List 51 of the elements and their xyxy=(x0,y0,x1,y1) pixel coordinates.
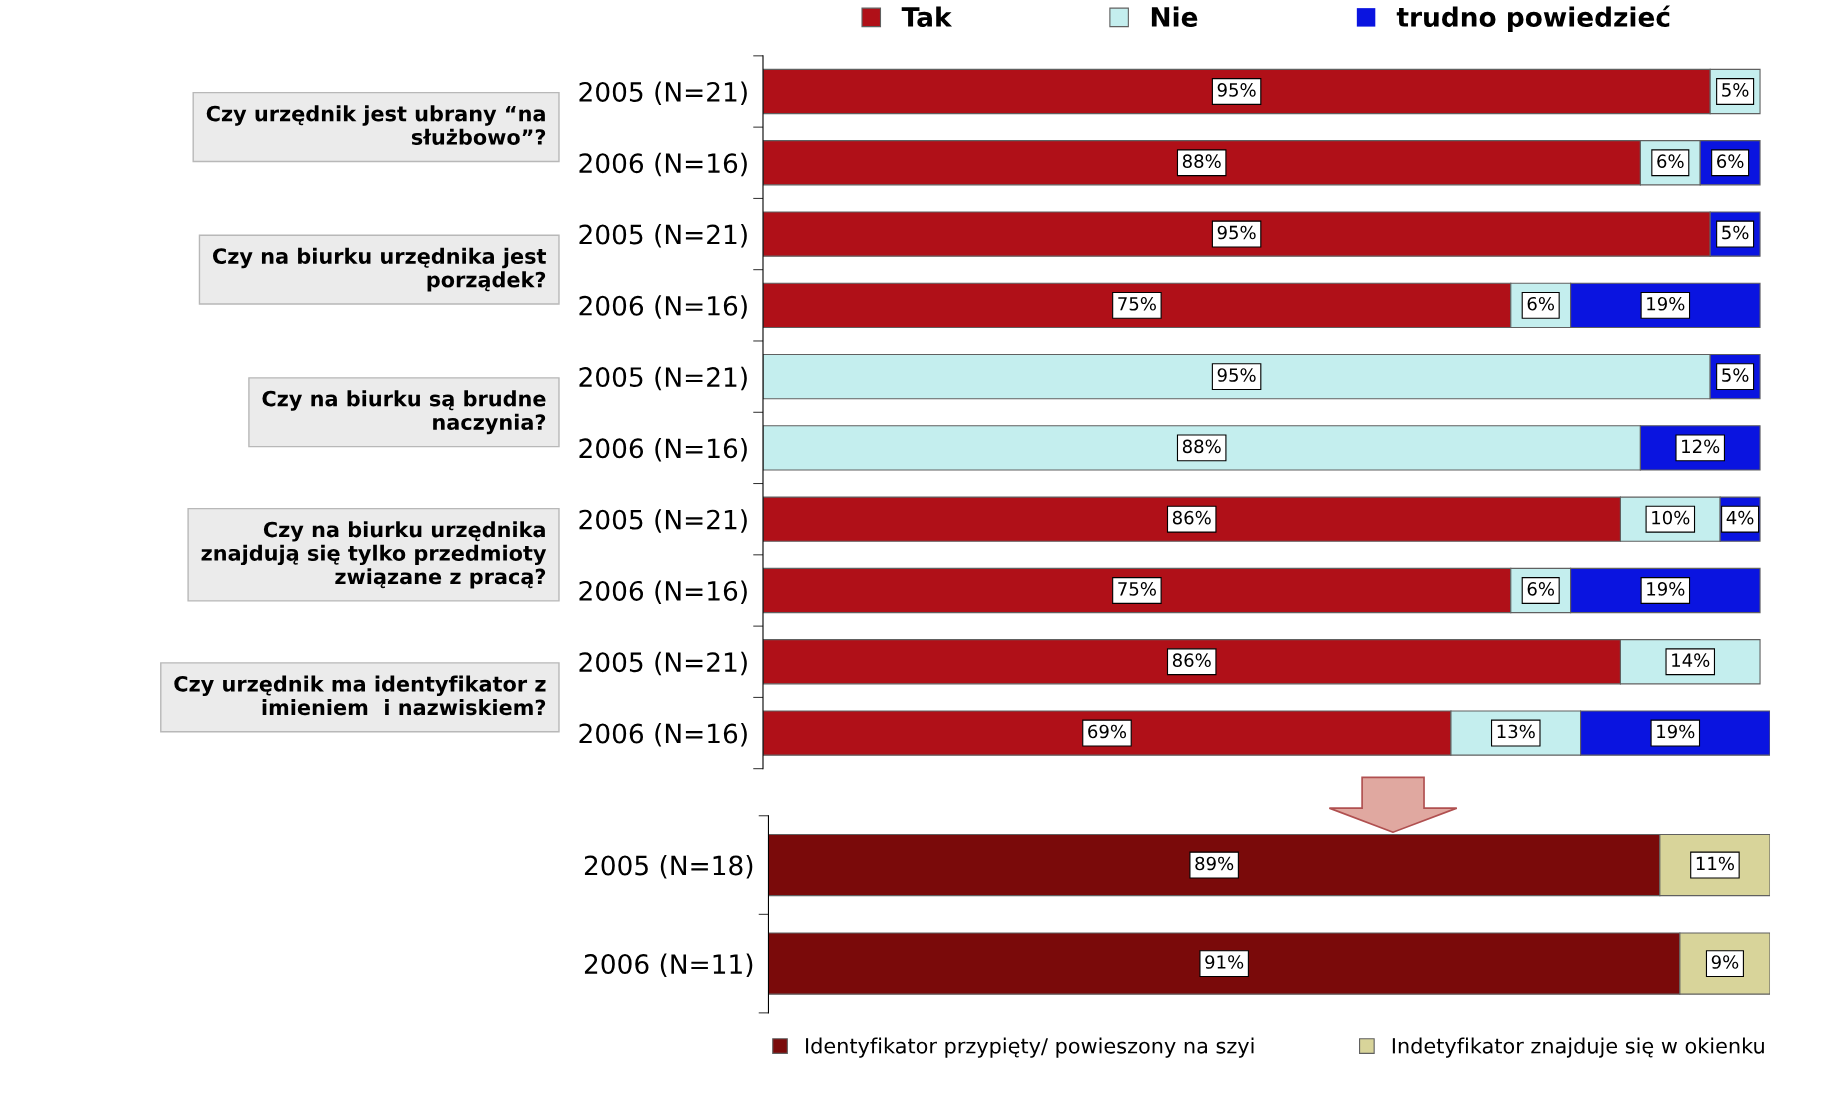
y-tick-label: 2006 (N=16) xyxy=(579,723,747,747)
data-label: 88% xyxy=(1182,154,1221,169)
data-label: 95% xyxy=(1217,368,1256,382)
data-label: 69% xyxy=(1088,724,1127,739)
text: Czy urzędnik jest ubrany “na służbowo”? xyxy=(206,105,546,145)
legend-label: Indetyfikator znajduje się w okienku xyxy=(1392,1037,1764,1058)
data-label: 19% xyxy=(1657,724,1695,739)
data-label: 12% xyxy=(1682,439,1720,454)
legend-label: Identyfikator przypięty/ powieszony na szyi xyxy=(806,1037,1254,1058)
y-tick-label: 2005 (N=21) xyxy=(579,651,747,676)
legend-label: trudno powiedzieć xyxy=(1396,5,1671,33)
data-label: 75% xyxy=(1118,296,1156,311)
data-label: 6% xyxy=(1527,582,1555,596)
y-tick-label: 2005 (N=21) xyxy=(579,224,747,248)
data-label: 19% xyxy=(1647,296,1685,311)
data-label: 19% xyxy=(1647,582,1685,596)
y-tick-label: 2006 (N=11) xyxy=(584,953,753,978)
y-tick-label: 2005 (N=21) xyxy=(579,366,747,391)
legend-label: Tak xyxy=(901,6,953,27)
data-label: 88% xyxy=(1182,439,1221,454)
data-label: 91% xyxy=(1205,955,1244,969)
data-label: 95% xyxy=(1217,83,1256,97)
text: Czy urzędnik ma identyfikator z imieniem i nazwiskiem? xyxy=(174,675,546,716)
y-tick-label: 2006 (N=16) xyxy=(579,437,747,462)
y-tick-label: 2006 (N=16) xyxy=(579,580,747,604)
data-label: 95% xyxy=(1217,225,1256,240)
legend-label: Nie xyxy=(1151,6,1198,27)
data-label: 13% xyxy=(1497,724,1535,739)
data-label: 75% xyxy=(1118,582,1156,596)
data-label: 86% xyxy=(1172,653,1211,667)
data-label: 10% xyxy=(1652,510,1690,525)
data-label: 5% xyxy=(1722,368,1749,382)
data-label: 9% xyxy=(1711,955,1739,969)
data-label: 86% xyxy=(1172,510,1211,525)
data-label: 6% xyxy=(1717,154,1744,169)
y-tick-label: 2005 (N=21) xyxy=(579,81,747,105)
text: Czy na biurku urzędnika znajdują się tylko przedmioty związane z pracą? xyxy=(201,521,547,589)
data-label: 11% xyxy=(1696,856,1734,871)
data-label: 6% xyxy=(1527,296,1555,311)
data-label: 5% xyxy=(1722,225,1749,240)
y-tick-label: 2005 (N=21) xyxy=(579,509,747,533)
text: Czy na biurku są brudne naczynia? xyxy=(262,390,546,435)
data-label: 14% xyxy=(1672,653,1710,667)
y-tick-label: 2006 (N=16) xyxy=(579,152,747,177)
data-label: 5% xyxy=(1722,83,1749,97)
y-tick-label: 2005 (N=18) xyxy=(584,855,753,879)
data-label: 4% xyxy=(1726,510,1754,525)
data-label: 89% xyxy=(1195,856,1234,871)
y-tick-label: 2006 (N=16) xyxy=(579,295,747,319)
data-label: 6% xyxy=(1657,154,1684,169)
text: Czy na biurku urzędnika jest porządek? xyxy=(213,247,547,292)
